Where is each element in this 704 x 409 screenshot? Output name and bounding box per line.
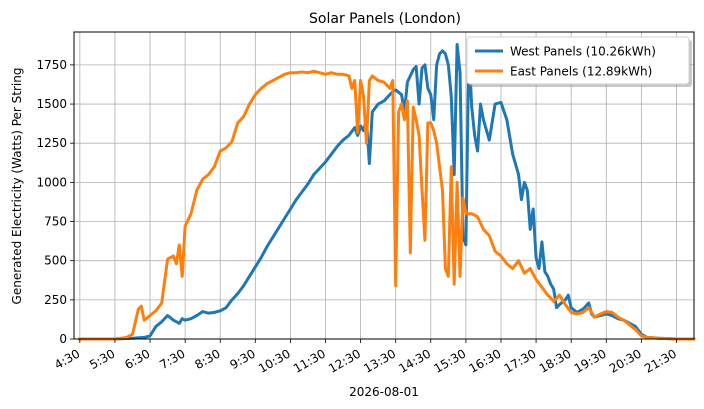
legend-box: [466, 36, 690, 85]
x-axis-label: 2026-08-01: [349, 385, 419, 399]
y-tick-label: 0: [59, 332, 67, 346]
chart-title: Solar Panels (London): [309, 11, 461, 27]
y-tick-label: 1250: [36, 136, 67, 150]
y-tick-label: 1500: [36, 97, 67, 111]
y-tick-label: 1000: [36, 175, 67, 189]
legend: West Panels (10.26kWh) East Panels (12.89…: [466, 36, 692, 87]
series-line-west: [78, 43, 696, 341]
y-tick-label: 1750: [36, 58, 67, 72]
y-axis: 0 250 500 750 1000 1250 1500 1750: [36, 58, 74, 346]
series-lines: [78, 43, 696, 341]
legend-entry: East Panels (12.89kWh): [510, 65, 652, 79]
plot-frame: [73, 31, 695, 340]
y-tick-label: 500: [44, 254, 67, 268]
y-axis-label: Generated Electricity (Watts) Per String: [10, 68, 24, 305]
legend-entry: West Panels (10.26kWh): [510, 45, 656, 59]
y-tick-label: 750: [44, 215, 67, 229]
y-tick-label: 250: [44, 293, 67, 307]
series-line-east: [78, 69, 696, 341]
